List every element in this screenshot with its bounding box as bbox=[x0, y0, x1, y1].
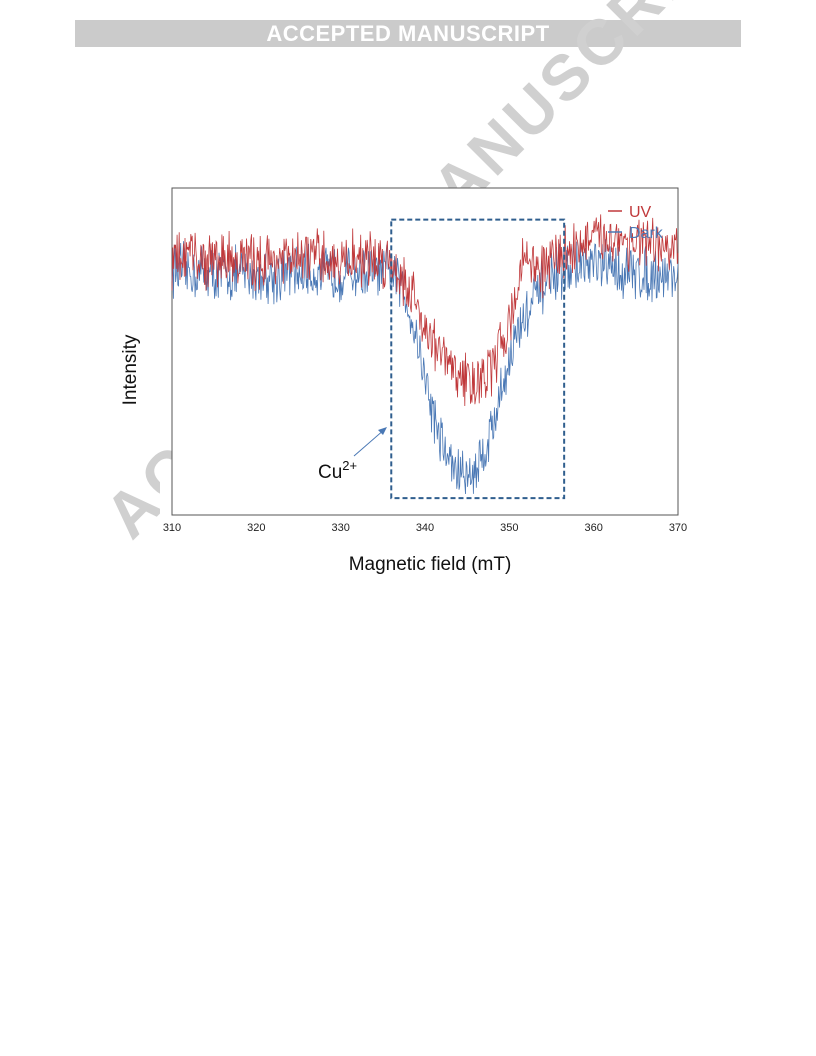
x-axis-title: Magnetic field (mT) bbox=[349, 554, 512, 575]
legend-label-uv: UV bbox=[629, 204, 652, 221]
cu2-label: Cu2+ bbox=[318, 458, 357, 483]
data-layer bbox=[171, 214, 679, 500]
x-tick-label: 320 bbox=[247, 522, 265, 534]
x-tick-label: 360 bbox=[584, 522, 602, 534]
x-tick-label: 370 bbox=[669, 522, 687, 534]
x-tick-labels: 310 320 330 340 350 360 370 bbox=[163, 522, 687, 534]
y-axis-title: Intensity bbox=[120, 334, 141, 405]
x-tick-label: 330 bbox=[331, 522, 349, 534]
cu2-label-superscript: 2+ bbox=[342, 458, 357, 473]
legend-label-dark: Dark bbox=[629, 225, 664, 242]
accepted-manuscript-banner: ACCEPTED MANUSCRIPT bbox=[75, 20, 741, 47]
cu-region-dashed-box bbox=[390, 218, 566, 500]
x-tick-label: 350 bbox=[500, 522, 518, 534]
plot-frame bbox=[171, 187, 679, 516]
x-tick-label: 340 bbox=[416, 522, 434, 534]
series-line-dark bbox=[171, 239, 679, 495]
legend: UV Dark bbox=[608, 204, 664, 242]
annotation-arrow bbox=[353, 428, 386, 457]
annotation-arrowhead bbox=[378, 427, 387, 435]
series-line-uv bbox=[171, 214, 679, 407]
cu2-label-base: Cu bbox=[318, 462, 342, 483]
x-tick-label: 310 bbox=[163, 522, 181, 534]
cu-annotation: Cu2+ bbox=[318, 427, 387, 483]
